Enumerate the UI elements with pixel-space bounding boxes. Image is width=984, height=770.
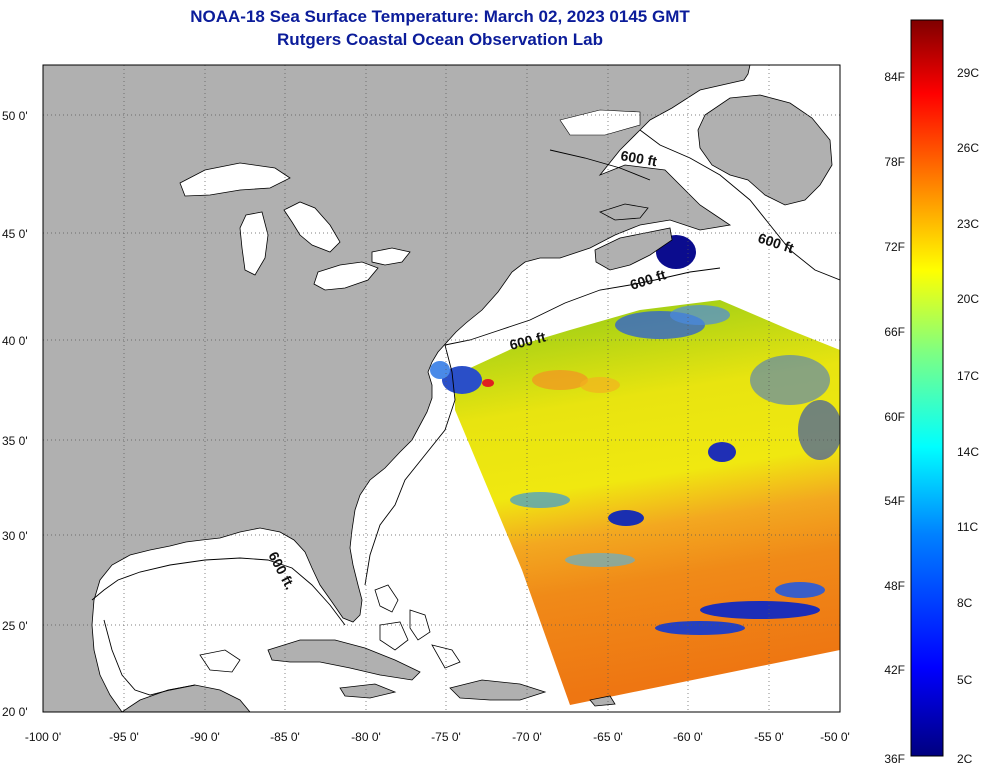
lon-label: -80 0' xyxy=(351,730,381,744)
colorbar-c-label: 20C xyxy=(957,292,979,306)
lat-label: 45 0' xyxy=(2,227,28,241)
bahamas-outline xyxy=(374,584,461,669)
map-subtitle: Rutgers Coastal Ocean Observation Lab xyxy=(277,30,603,49)
contour-label-gulf-st-lawrence: 600 ft xyxy=(619,147,658,169)
longitude-axis: -100 0' -95 0' -90 0' -85 0' -80 0' -75 … xyxy=(25,730,850,744)
colorbar-f-label: 42F xyxy=(884,663,905,677)
lat-label: 35 0' xyxy=(2,434,28,448)
colorbar-c-label: 17C xyxy=(957,369,979,383)
lon-label: -50 0' xyxy=(820,730,850,744)
lat-label: 30 0' xyxy=(2,529,28,543)
lon-label: -55 0' xyxy=(754,730,784,744)
latitude-axis: 50 0' 45 0' 40 0' 35 0' 30 0' 25 0' 20 0… xyxy=(2,109,28,719)
colorbar-c-label: 2C xyxy=(957,752,973,766)
lat-label: 20 0' xyxy=(2,705,28,719)
colorbar-c-label: 14C xyxy=(957,445,979,459)
graticule xyxy=(43,65,840,712)
colorbar-c-label: 29C xyxy=(957,66,979,80)
newfoundland-land xyxy=(697,94,833,206)
great-lakes xyxy=(179,162,411,291)
lon-label: -90 0' xyxy=(190,730,220,744)
colorbar-f-label: 84F xyxy=(884,70,905,84)
yucatan-land xyxy=(121,684,251,712)
lon-label: -100 0' xyxy=(25,730,61,744)
colorbar-f-label: 72F xyxy=(884,240,905,254)
colorbar-c-label: 8C xyxy=(957,596,973,610)
colorbar-f-label: 66F xyxy=(884,325,905,339)
lat-label: 25 0' xyxy=(2,619,28,633)
colorbar-f-label: 78F xyxy=(884,155,905,169)
lon-label: -65 0' xyxy=(593,730,623,744)
colorbar xyxy=(910,19,944,757)
sst-swath xyxy=(430,235,840,705)
lon-label: -70 0' xyxy=(512,730,542,744)
lon-label: -95 0' xyxy=(109,730,139,744)
map-title: NOAA-18 Sea Surface Temperature: March 0… xyxy=(190,7,690,26)
lat-label: 40 0' xyxy=(2,334,28,348)
colorbar-c-label: 26C xyxy=(957,141,979,155)
colorbar-f-label: 60F xyxy=(884,410,905,424)
600ft-contours xyxy=(91,129,840,696)
colorbar-c-label: 11C xyxy=(957,520,978,534)
nova-scotia-land xyxy=(594,227,673,271)
caribbean-islands xyxy=(267,639,616,707)
colorbar-f-label: 36F xyxy=(884,752,905,766)
colorbar-fahrenheit-labels: 84F 78F 72F 66F 60F 54F 48F 42F 36F xyxy=(884,70,905,766)
map-frame xyxy=(42,64,841,713)
colorbar-c-label: 5C xyxy=(957,673,973,687)
lon-label: -85 0' xyxy=(270,730,300,744)
lon-label: -60 0' xyxy=(673,730,703,744)
colorbar-c-label: 23C xyxy=(957,217,979,231)
colorbar-celsius-labels: 29C 26C 23C 20C 17C 14C 11C 8C 5C 2C xyxy=(957,66,979,766)
lat-label: 50 0' xyxy=(2,109,28,123)
lon-label: -75 0' xyxy=(431,730,461,744)
colorbar-f-label: 54F xyxy=(884,494,905,508)
colorbar-f-label: 48F xyxy=(884,579,905,593)
